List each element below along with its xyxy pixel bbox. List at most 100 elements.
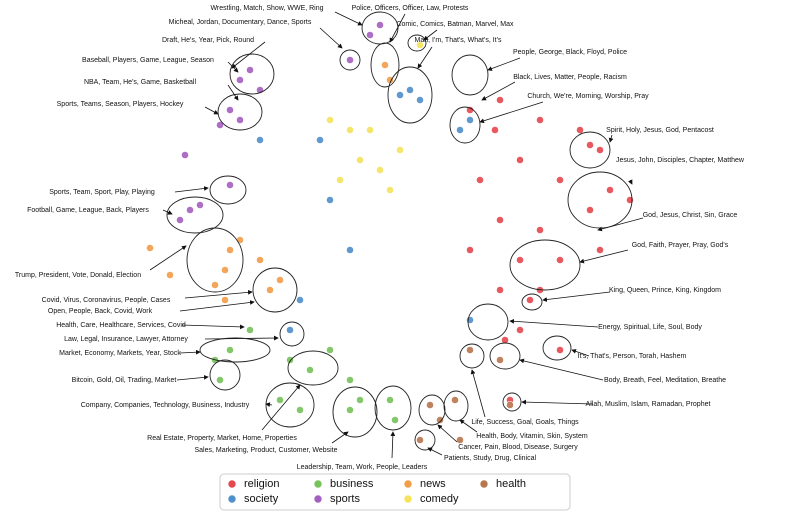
annotation-label: NBA, Team, He's, Game, Basketball [84,79,197,86]
point [226,246,234,254]
point [346,126,354,134]
annotation-label: Energy, Spiritual, Life, Soul, Body [598,324,702,331]
point [346,376,354,384]
point [456,436,464,444]
annotation-arrow [470,369,486,418]
annotation-arrow [265,402,273,408]
point [196,201,204,209]
point [356,156,364,164]
annotation-label: Body, Breath, Feel, Meditation, Breathe [604,377,726,384]
point [501,336,509,344]
annotation-arrow [628,179,633,185]
point [266,286,274,294]
cluster-outline [166,196,224,234]
point [556,176,564,184]
point [186,206,194,214]
cluster-outline [569,131,611,169]
annotation-label: It's, That's, Person, Torah, Hashem [578,353,687,360]
point [326,196,334,204]
point [496,216,504,224]
point [506,401,514,409]
legend-label: comedy [420,493,459,505]
annotation-arrow [334,11,363,26]
cluster-outline [521,293,543,311]
point [516,256,524,264]
legend-label: society [244,493,279,505]
point [391,416,399,424]
annotation-arrow [597,217,644,232]
annotation-label: King, Queen, Prince, King, Kingdom [609,287,721,294]
point [356,396,364,404]
cluster-outline [199,337,271,363]
annotation-label: Spirit, Holy, Jesus, God, Pentacost [606,127,714,134]
legend-swatch [227,494,237,504]
annotation-label: Trump, President, Vote, Donald, Election [15,272,141,279]
annotation-label: Police, Officers, Officer, Law, Protests [352,5,469,12]
point [376,166,384,174]
annotation-arrow [519,358,604,381]
point [286,356,294,364]
annotation-arrow [521,399,594,405]
cluster-outline [229,53,275,95]
scatter-points [146,21,634,444]
annotation-arrow [423,29,438,41]
point [181,151,189,159]
point [526,296,534,304]
cluster-outline [418,394,446,426]
point [346,56,354,64]
annotation-arrow [459,419,478,433]
annotation-label: Health, Care, Healthcare, Services, Covi… [56,322,186,329]
point [246,66,254,74]
legend-swatch [403,494,413,504]
point [226,106,234,114]
cluster-outline [339,49,361,71]
cluster-outline [542,335,572,361]
point [426,401,434,409]
point [256,136,264,144]
annotation-arrow [331,431,349,444]
point [366,126,374,134]
annotation-arrow [149,245,187,271]
cluster-outline [209,359,241,391]
annotation-arrow [542,291,611,302]
cluster-outline [252,267,298,313]
annotation-arrow [417,46,433,69]
legend: religion society business sports news comedy h… [227,478,526,505]
annotation-arrow [174,186,209,193]
annotation-arrow [181,324,245,330]
annotation-label: Open, People, Back, Covid, Work [48,308,153,315]
annotation-label: Baseball, Players, Game, League, Season [82,57,214,64]
point [336,176,344,184]
annotation-label: Church, We're, Morning, Worship, Pray [527,93,649,100]
annotation-arrow [184,289,253,299]
annotation-label: Health, Body, Vitamin, Skin, System [476,433,588,440]
annotation-label: Real Estate, Property, Market, Home, Pro… [147,435,297,442]
point [536,226,544,234]
annotation-arrow [227,84,239,101]
cluster-outline [370,42,400,88]
point [596,246,604,254]
point [226,346,234,354]
point [386,396,394,404]
point [226,181,234,189]
point [496,286,504,294]
annotation-arrow [319,27,343,49]
annotation-label: Black, Lives, Matter, People, Racism [513,74,627,81]
point [436,416,444,424]
annotation-arrow [204,106,219,115]
point [396,146,404,154]
annotation-arrow [261,384,301,431]
cluster-outline [265,382,315,428]
cluster-outline [489,342,521,370]
cluster-outline [387,66,433,124]
annotation-arrow [487,57,521,71]
annotation-label: Football, Game, League, Back, Players [27,207,149,214]
point [236,116,244,124]
point [606,186,614,194]
point [346,246,354,254]
point [221,266,229,274]
point [491,126,499,134]
cluster-outline [186,227,244,293]
point [416,436,424,444]
point [306,366,314,374]
